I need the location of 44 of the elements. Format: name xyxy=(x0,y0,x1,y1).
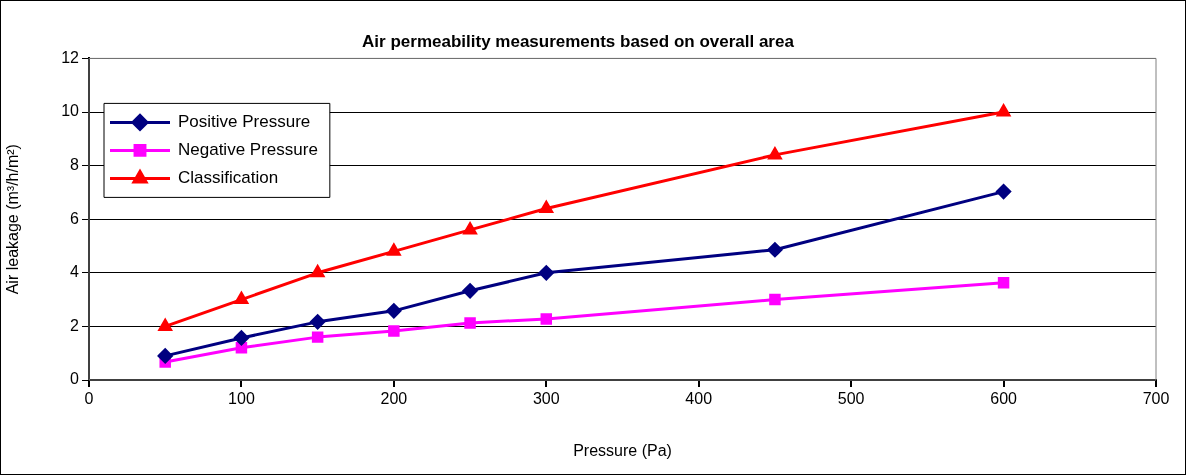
chart-title: Air permeability measurements based on overall area xyxy=(362,31,795,51)
x-tick-label: 400 xyxy=(685,390,713,408)
point xyxy=(386,303,402,319)
legend-label: Negative Pressure xyxy=(178,140,318,160)
point xyxy=(387,243,401,256)
point xyxy=(462,283,478,299)
point xyxy=(768,147,782,160)
point xyxy=(310,265,325,278)
point xyxy=(233,330,249,346)
y-tick-label: 4 xyxy=(70,263,80,281)
x-tick-label: 600 xyxy=(990,390,1018,408)
point xyxy=(310,314,326,330)
point xyxy=(997,276,1010,289)
point xyxy=(767,242,783,258)
x-tick-label: 200 xyxy=(380,390,408,408)
point xyxy=(996,184,1012,200)
point xyxy=(539,200,553,213)
x-tick-label: 700 xyxy=(1142,390,1170,408)
x-tick-label: 500 xyxy=(837,390,865,408)
x-axis-title: Pressure (Pa) xyxy=(573,441,672,459)
legend-label: Positive Pressure xyxy=(178,112,311,132)
y-tick-label: 2 xyxy=(70,316,80,334)
point xyxy=(157,348,173,364)
x-tick-label: 0 xyxy=(84,390,94,408)
point xyxy=(996,104,1011,117)
point xyxy=(463,222,477,235)
point xyxy=(234,292,249,305)
point xyxy=(158,318,172,331)
point xyxy=(235,342,248,354)
y-axis-title: Air leakage (m³/h/m²) xyxy=(4,144,22,295)
y-tick-label: 8 xyxy=(70,156,80,174)
point xyxy=(311,331,324,343)
y-tick-label: 6 xyxy=(70,209,80,227)
point xyxy=(769,293,781,306)
y-tick-label: 12 xyxy=(61,48,80,66)
x-tick-label: 300 xyxy=(532,390,560,408)
y-tick-label: 10 xyxy=(61,102,80,120)
point xyxy=(540,313,553,325)
point xyxy=(388,325,400,337)
legend-label: Classification xyxy=(178,168,279,188)
point xyxy=(538,265,554,281)
point xyxy=(464,317,476,329)
x-tick-label: 100 xyxy=(228,390,255,408)
y-tick-label: 0 xyxy=(70,370,80,388)
